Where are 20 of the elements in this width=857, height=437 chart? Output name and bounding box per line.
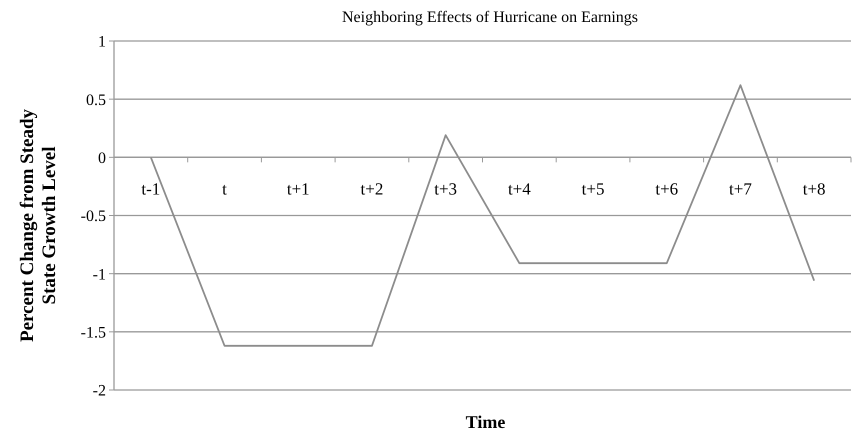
x-tick-label: t+1	[286, 179, 310, 198]
x-tick-label: t+8	[802, 179, 826, 198]
y-tick-label: -2	[92, 382, 106, 400]
y-tick-label: 0	[98, 150, 106, 167]
x-tick-label: t+7	[729, 179, 752, 198]
x-tick-label: t+6	[655, 179, 678, 198]
x-tick-label: t-1	[141, 179, 160, 198]
x-tick-label: t+3	[434, 179, 458, 198]
y-tick-label: 1	[98, 34, 106, 51]
chart-title: Neighboring Effects of Hurricane on Earnings	[342, 9, 638, 26]
x-tick-label: t+2	[360, 179, 384, 198]
y-tick-label: -1	[92, 266, 106, 284]
x-tick-label: t	[222, 179, 228, 198]
y-tick-label: 0.5	[86, 92, 106, 109]
y-tick-label: -1.5	[80, 324, 106, 342]
x-tick-label: t+4	[508, 179, 532, 198]
x-axis-title: Time	[466, 412, 506, 432]
y-tick-label: -0.5	[80, 208, 106, 226]
y-axis-title: Percent Change from Steady State Growth Level	[17, 108, 60, 342]
x-tick-label: t+5	[582, 179, 604, 198]
